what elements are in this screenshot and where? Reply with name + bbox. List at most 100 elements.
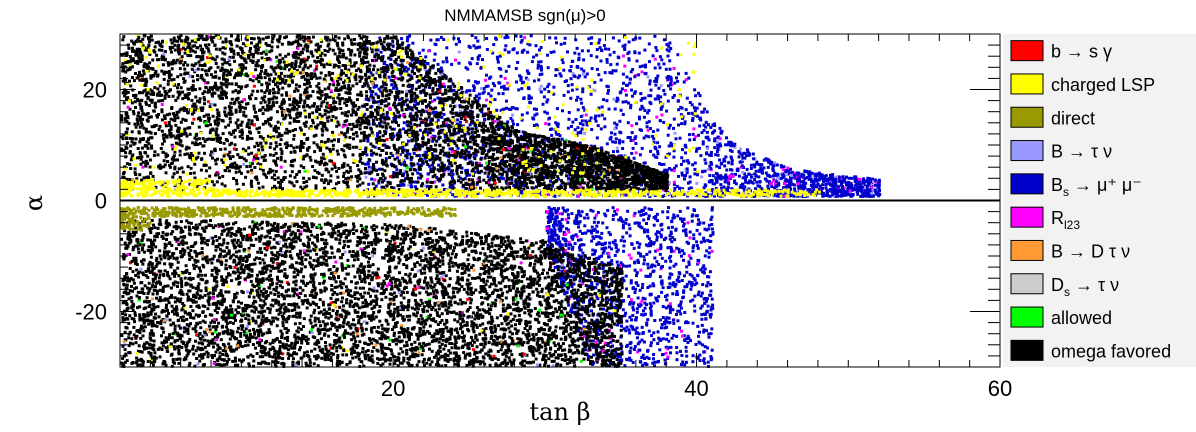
scatter-point (506, 87, 510, 91)
scatter-point (628, 349, 632, 353)
scatter-point (720, 190, 724, 194)
scatter-point (835, 175, 839, 179)
scatter-point (687, 161, 691, 165)
scatter-point (578, 122, 582, 125)
scatter-point (669, 232, 673, 236)
scatter-point (720, 175, 723, 179)
scatter-point (377, 104, 381, 107)
scatter-point (441, 60, 445, 64)
scatter-point (807, 177, 811, 181)
scatter-point (769, 162, 773, 166)
scatter-point (788, 182, 792, 186)
scatter-point (705, 130, 709, 134)
scatter-point (667, 49, 671, 53)
scatter-point (758, 163, 761, 167)
scatter-point (611, 217, 615, 221)
scatter-point (876, 191, 880, 195)
scatter-point (532, 107, 536, 111)
scatter-point (662, 62, 666, 66)
scatter-point (664, 67, 668, 71)
scatter-point (629, 256, 633, 260)
scatter-point (576, 108, 580, 112)
scatter-point (197, 137, 201, 141)
scatter-point (561, 61, 565, 65)
scatter-point (810, 171, 814, 175)
scatter-point (425, 69, 429, 73)
scatter-point (408, 85, 412, 89)
scatter-point (186, 165, 190, 169)
scatter-point (779, 164, 783, 168)
scatter-point (656, 342, 660, 345)
scatter-point (664, 259, 668, 263)
scatter-point (559, 74, 563, 78)
scatter-point (417, 176, 420, 180)
scatter-point (507, 64, 511, 68)
scatter-point (460, 166, 464, 170)
scatter-point (826, 194, 830, 198)
scatter-point (646, 349, 649, 353)
scatter-point (733, 145, 737, 149)
scatter-point (591, 209, 595, 213)
scatter-point (458, 40, 461, 44)
scatter-point (706, 281, 710, 285)
scatter-point (406, 35, 410, 39)
scatter-point (682, 258, 685, 262)
scatter-point (847, 193, 850, 197)
scatter-point (699, 306, 703, 310)
scatter-point (704, 161, 708, 165)
scatter-point (707, 335, 711, 339)
scatter-point (551, 223, 555, 227)
scatter-point (646, 111, 650, 115)
scatter-point (581, 87, 585, 91)
scatter-point (703, 301, 707, 305)
scatter-point (811, 185, 814, 189)
scatter-point (658, 348, 662, 352)
scatter-point (651, 130, 655, 133)
scatter-point (567, 230, 571, 234)
scatter-point (586, 49, 590, 53)
scatter-point (658, 162, 662, 166)
scatter-point (573, 75, 577, 78)
scatter-point (755, 162, 759, 166)
scatter-point (569, 96, 573, 100)
scatter-point (671, 143, 675, 147)
scatter-point (530, 60, 534, 64)
scatter-point (570, 60, 574, 63)
scatter-point (672, 321, 676, 325)
scatter-point (850, 187, 854, 191)
scatter-point (421, 144, 425, 148)
scatter-point (871, 194, 875, 198)
scatter-point (822, 193, 826, 197)
scatter-point (422, 190, 425, 194)
scatter-point (818, 184, 822, 188)
scatter-point (672, 169, 676, 173)
scatter-point (384, 157, 388, 161)
scatter-point (709, 358, 713, 362)
scatter-point (812, 179, 816, 183)
scatter-point (265, 104, 269, 108)
scatter-point (167, 121, 171, 124)
scatter-point (629, 279, 633, 283)
scatter-point (433, 180, 437, 184)
scatter-point (433, 135, 437, 139)
scatter-point (544, 122, 548, 126)
scatter-point (758, 180, 762, 184)
scatter-point (630, 242, 634, 246)
scatter-point (594, 213, 598, 217)
scatter-point (611, 36, 615, 40)
scatter-point (791, 175, 795, 179)
scatter-point (627, 40, 631, 44)
scatter-point (680, 122, 684, 126)
scatter-point (608, 288, 612, 292)
scatter-point (514, 34, 518, 38)
scatter-point (787, 169, 791, 173)
scatter-point (670, 336, 674, 340)
scatter-point (818, 174, 822, 178)
scatter-point (698, 330, 701, 334)
scatter-point (398, 153, 402, 157)
scatter-point (661, 102, 665, 106)
scatter-point (638, 65, 642, 69)
scatter-point (299, 93, 303, 97)
scatter-point (476, 192, 480, 195)
scatter-point (577, 238, 580, 242)
